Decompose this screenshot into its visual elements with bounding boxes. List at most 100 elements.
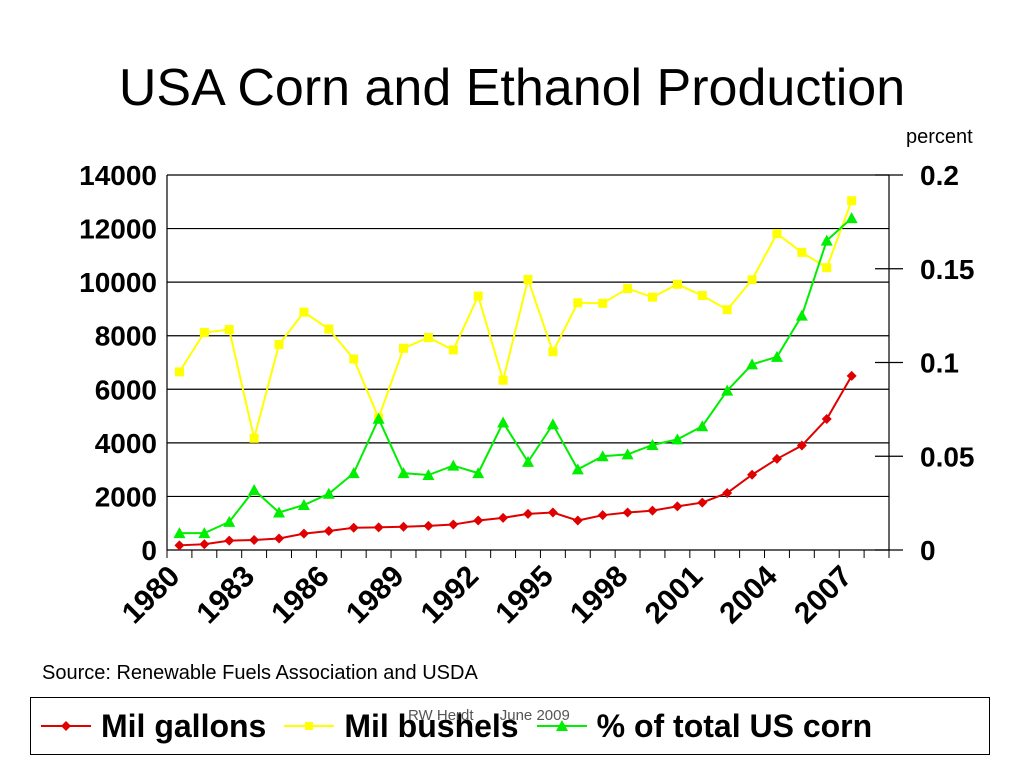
data-point-mil-gallons [846,370,857,381]
data-point-mil-bushels [399,343,409,353]
data-point-mil-bushels [672,279,682,289]
footer: RW Herdt June 2009 [408,707,592,724]
data-point-mil-bushels [274,340,284,350]
x-tick-label: 1983 [191,560,262,631]
data-point-mil-bushels [324,324,334,334]
y-left-tick-label: 6000 [95,374,157,405]
y-left-tick-label: 2000 [95,481,157,512]
data-point-pct-corn [347,467,360,479]
legend-item-pct-corn: % of total US corn [536,707,873,745]
legend-marker-pct-corn [536,720,587,731]
data-point-mil-gallons [771,453,782,464]
x-tick-label: 1980 [116,560,187,631]
data-point-mil-bushels [847,196,857,206]
data-point-mil-bushels [797,247,807,257]
legend-label-mil-bushels: Mil bushels [344,707,519,744]
data-point-mil-gallons [323,525,334,536]
data-point-mil-gallons [597,510,608,521]
data-point-pct-corn [696,420,709,432]
data-point-mil-bushels [224,325,234,335]
data-point-mil-bushels [598,298,608,308]
data-point-pct-corn [746,358,759,370]
page-title: USA Corn and Ethanol Production [118,59,906,117]
legend-label-pct-corn: % of total US corn [596,707,873,744]
data-point-mil-gallons [348,522,359,533]
series-line-2 [179,217,853,535]
ethanol-production-chart: 0 2000 4000 6000 8000 10000 12000 14000 0 0.05 0.1… [79,160,975,631]
data-point-pct-corn [571,463,584,475]
data-point-mil-gallons [647,505,658,516]
x-tick-label: 2004 [713,559,784,630]
data-point-pct-corn [770,350,783,362]
data-point-mil-bushels [747,275,757,285]
data-point-mil-gallons [398,521,409,532]
x-tick-label: 1998 [564,560,635,631]
chart-legend: Mil gallons Mil bushels % of total US co… [30,697,990,755]
data-point-mil-gallons [174,540,185,551]
data-point-pct-corn [447,459,460,471]
data-point-mil-gallons [249,534,260,545]
x-tick-label: 1995 [489,560,560,631]
data-point-mil-gallons [523,508,533,519]
series-line-1 [178,200,853,439]
data-point-mil-gallons [547,507,558,518]
data-point-mil-gallons [473,515,484,526]
x-tick-label: 1986 [265,560,336,631]
y-right-tick-label: 0.1 [920,348,959,379]
y-right-tick-label: 0.05 [920,441,975,472]
data-point-pct-corn [198,527,211,539]
data-point-mil-bushels [249,433,259,443]
data-point-pct-corn [422,469,435,480]
x-tick-label: 1992 [415,560,486,631]
data-point-pct-corn [173,527,186,539]
y-left-tick-label: 4000 [95,428,157,459]
data-point-mil-gallons [199,539,210,550]
data-point-pct-corn [621,448,634,460]
data-point-pct-corn [721,384,734,396]
data-point-mil-gallons [572,515,583,526]
x-tick-label: 1989 [340,560,411,631]
y-right-tick-label: 0.2 [920,160,959,191]
data-point-mil-gallons [722,487,733,498]
data-point-mil-bushels [647,292,657,302]
data-point-mil-gallons [423,520,434,531]
data-point-mil-gallons [498,512,509,523]
data-point-mil-gallons [448,519,459,530]
data-point-mil-bushels [448,345,458,355]
data-point-pct-corn [845,212,858,224]
data-point-mil-bushels [772,229,782,239]
source-note: Source: Renewable Fuels Association and … [42,662,478,684]
legend-item-mil-bushels: Mil bushels [284,707,519,745]
data-point-mil-bushels [822,263,832,273]
data-point-mil-gallons [672,501,683,512]
data-point-pct-corn [248,484,261,495]
data-point-mil-bushels [199,328,209,337]
data-point-pct-corn [472,467,485,479]
x-tick-label: 2007 [788,560,859,631]
data-point-mil-bushels [573,298,583,308]
data-point-pct-corn [596,450,609,462]
data-point-mil-bushels [548,347,558,357]
series-line-0 [179,375,853,547]
data-point-mil-bushels [349,354,359,364]
y-left-tick-label: 10000 [79,267,157,298]
legend-label-mil-gallons: Mil gallons [101,707,267,744]
data-point-pct-corn [372,412,385,424]
data-point-pct-corn [522,455,534,467]
legend-item-mil-gallons: Mil gallons [41,708,266,745]
data-point-mil-bushels [623,284,633,294]
data-point-pct-corn [297,499,310,510]
data-point-mil-gallons [373,522,384,533]
data-point-pct-corn [497,416,510,428]
y-left-tick-label: 8000 [95,321,157,352]
data-point-mil-bushels [498,375,508,385]
data-point-mil-bushels [722,305,732,315]
data-point-pct-corn [671,433,684,445]
data-point-pct-corn [322,487,335,499]
footer-author: RW Herdt [408,707,474,724]
data-point-mil-gallons [298,528,309,539]
legend-marker-mil-bushels [284,722,335,730]
y-left-tick-label: 0 [141,535,157,566]
data-point-mil-gallons [697,497,708,508]
data-point-mil-bushels [174,367,184,377]
